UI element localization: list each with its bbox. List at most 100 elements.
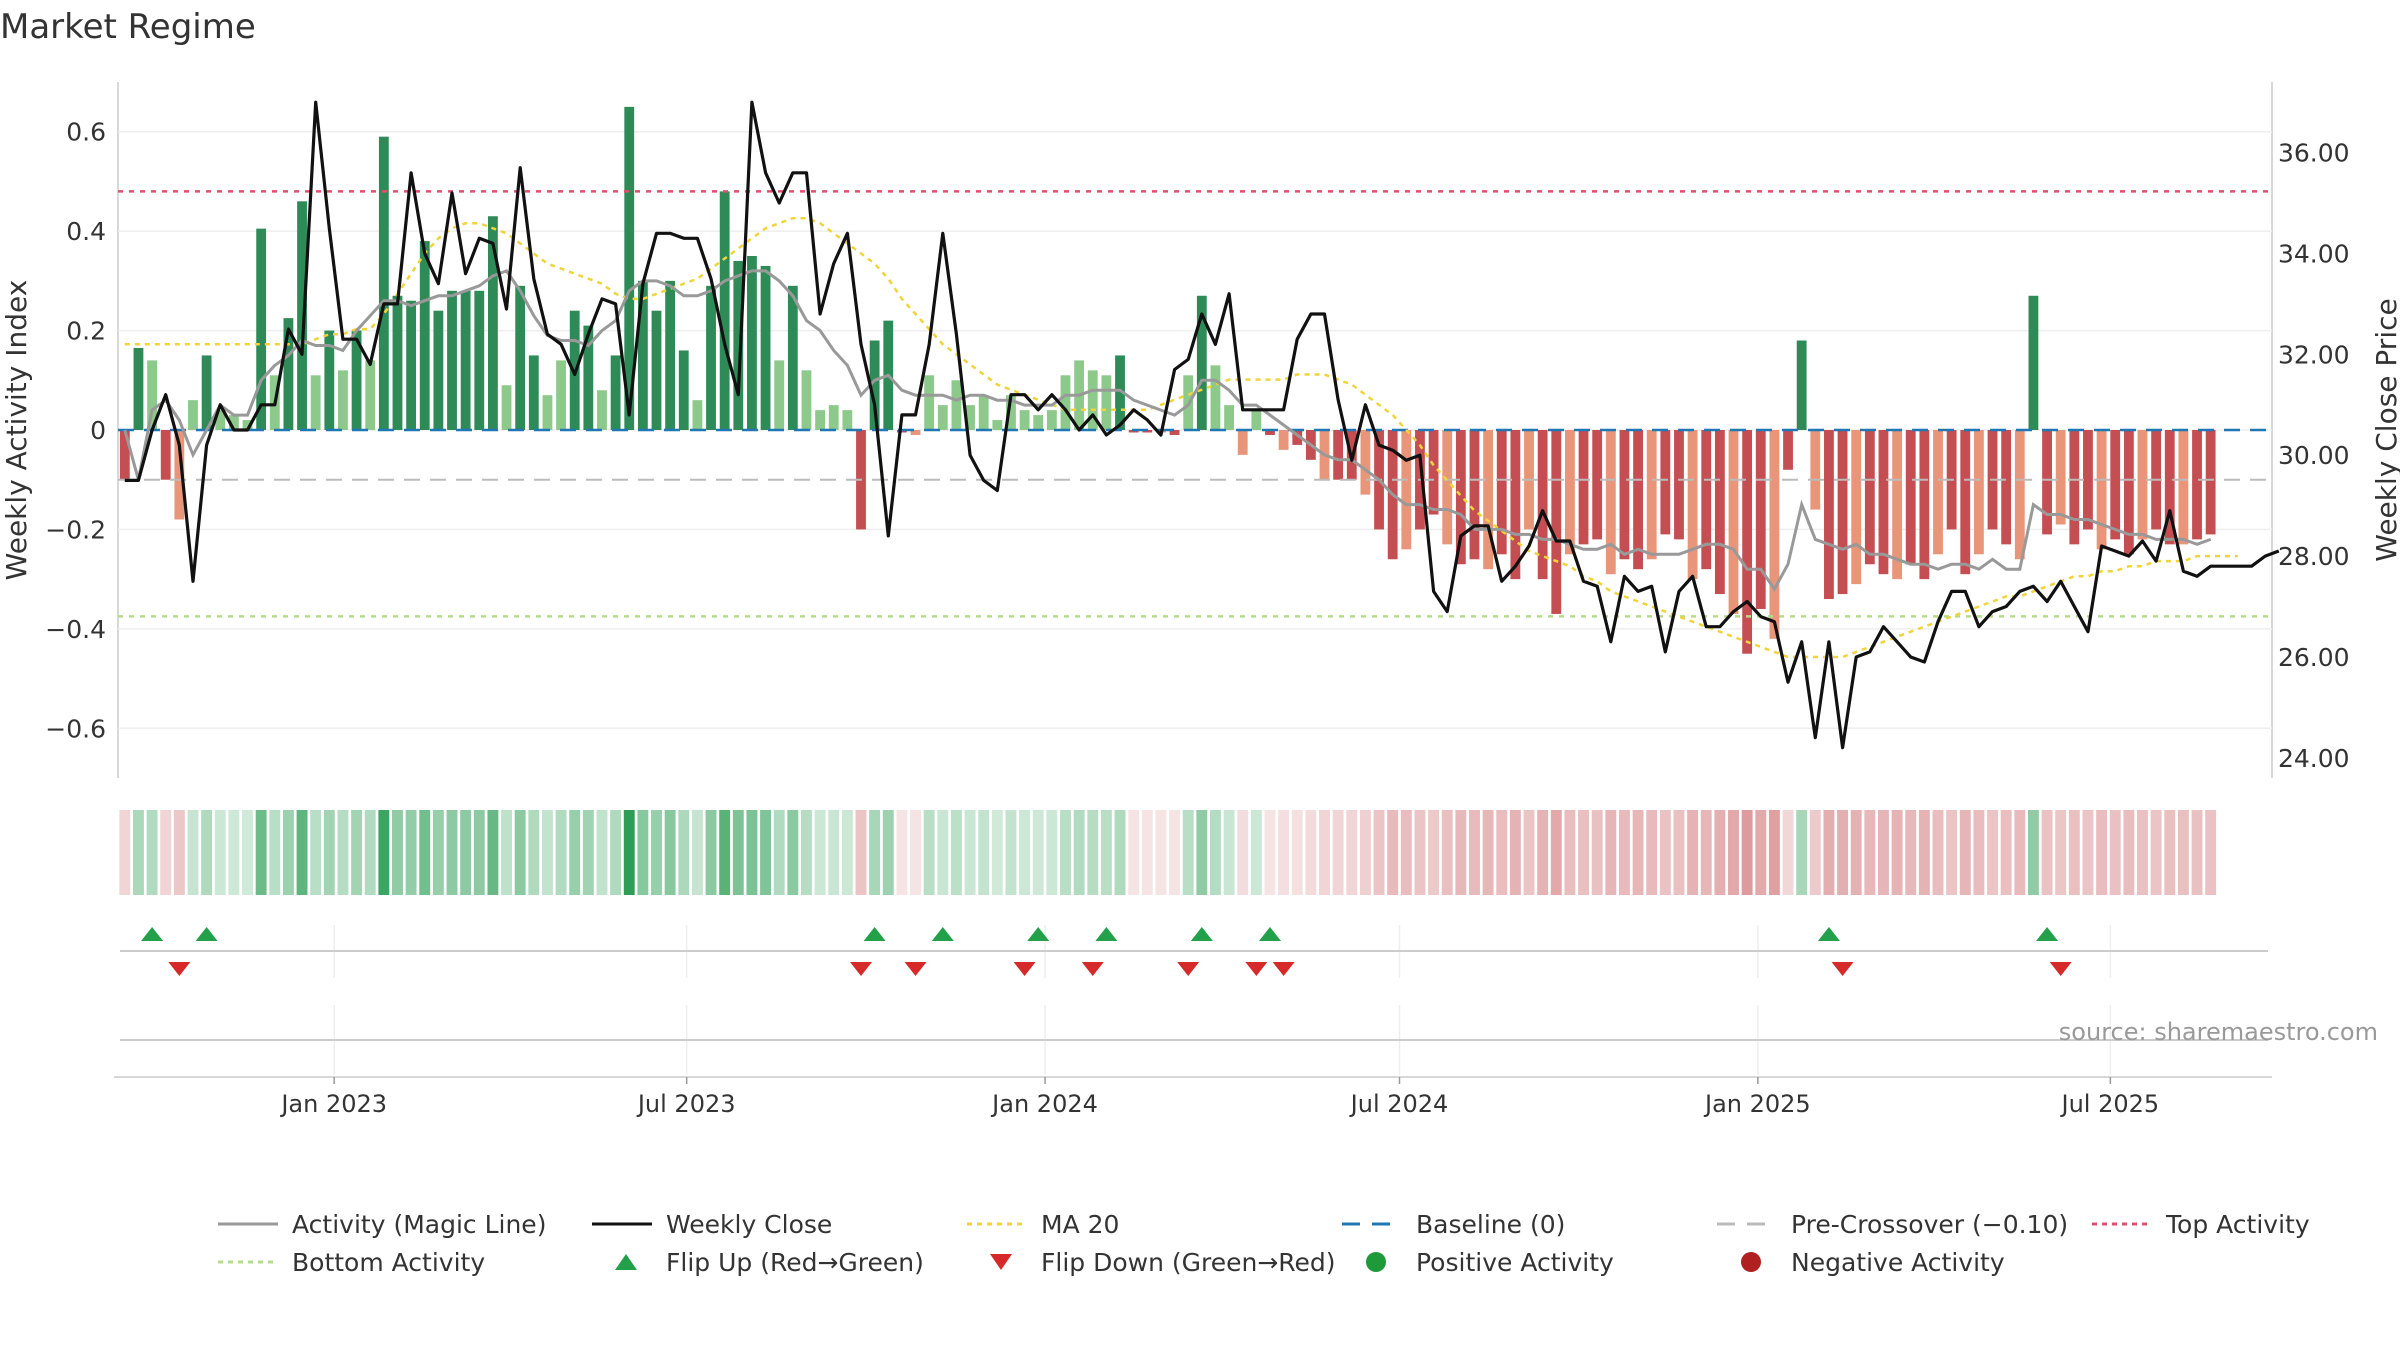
- heat-strip-cell: [2082, 810, 2094, 895]
- heat-strip-cell: [1618, 810, 1630, 895]
- activity-bar: [2178, 430, 2189, 545]
- heat-strip-cell: [1414, 810, 1426, 895]
- heat-strip-cell: [1455, 810, 1467, 895]
- heat-strip-cell: [828, 810, 840, 895]
- heat-strip-cell: [1373, 810, 1385, 895]
- flip-up-marker: [1817, 927, 1840, 941]
- activity-bar: [1742, 430, 1753, 654]
- activity-bar: [460, 290, 471, 430]
- heat-strip-cell: [1237, 810, 1249, 895]
- activity-bar: [1333, 430, 1344, 480]
- heat-strip-cell: [991, 810, 1003, 895]
- activity-bar: [1755, 430, 1766, 609]
- activity-bar: [2083, 430, 2093, 530]
- heat-strip-cell: [1918, 810, 1930, 895]
- activity-bar: [474, 290, 485, 430]
- activity-bar: [1701, 430, 1712, 570]
- heat-strip-cell: [446, 810, 458, 895]
- activity-bar: [1783, 430, 1793, 470]
- legend-item: MA 20: [967, 1210, 1119, 1239]
- activity-bar: [1864, 430, 1875, 565]
- legend-label: Baseline (0): [1416, 1210, 1565, 1239]
- heat-strip-cell: [923, 810, 935, 895]
- legend-label: Bottom Activity: [292, 1248, 485, 1277]
- heat-strip-cell: [1987, 810, 1998, 895]
- heat-strip-cell: [1264, 810, 1276, 895]
- heat-strip-cell: [1591, 810, 1603, 895]
- heat-strip-cell: [419, 810, 431, 895]
- activity-bar: [119, 430, 130, 480]
- heat-strip-cell: [937, 810, 949, 895]
- heat-strip-cell: [1128, 810, 1140, 895]
- heat-strip-cell: [1305, 810, 1317, 895]
- activity-bar: [760, 265, 771, 430]
- activity-bar: [787, 285, 798, 430]
- heat-strip-cell: [1469, 810, 1480, 895]
- legend-item: Pre-Crossover (−0.10): [1717, 1210, 2068, 1239]
- activity-bar: [556, 360, 566, 430]
- activity-bar: [2014, 430, 2025, 560]
- activity-bar: [1592, 430, 1603, 540]
- activity-bar: [1046, 410, 1057, 430]
- heat-strip-cell: [1482, 810, 1494, 895]
- y-tick-right: 26.00: [2278, 643, 2350, 672]
- activity-bar: [1265, 430, 1275, 435]
- heat-strip-cell: [1646, 810, 1658, 895]
- x-tick-label: Jan 2025: [1703, 1090, 1811, 1118]
- heat-strip-cell: [855, 810, 867, 895]
- flip-down-marker: [849, 962, 872, 976]
- heat-strip-cell: [2041, 810, 2053, 895]
- activity-bar: [228, 415, 239, 430]
- activity-bar: [2110, 430, 2121, 540]
- heat-strip-cell: [405, 810, 417, 895]
- activity-bar: [310, 375, 321, 430]
- heat-strip-cell: [269, 810, 281, 895]
- flip-down-marker: [1831, 962, 1854, 976]
- heat-strip-cell: [2191, 810, 2203, 895]
- heat-strip-cell: [173, 810, 185, 895]
- activity-bar: [610, 355, 621, 430]
- heat-strip-cell: [1578, 810, 1589, 895]
- heat-strip-cell: [1905, 810, 1917, 895]
- heat-strip-cell: [1564, 810, 1576, 895]
- heat-strip-cell: [528, 810, 540, 895]
- activity-bar: [815, 410, 826, 430]
- activity-bar: [1851, 430, 1862, 585]
- heat-strip-cell: [1700, 810, 1712, 895]
- heat-strip-cell: [1223, 810, 1235, 895]
- y-tick-right: 30.00: [2278, 441, 2350, 470]
- heat-strip-cell: [1605, 810, 1617, 895]
- heat-strip-cell: [978, 810, 990, 895]
- heat-strip-cell: [2027, 810, 2039, 895]
- activity-bar: [1619, 430, 1630, 560]
- activity-bar: [147, 360, 157, 430]
- heat-strip-cell: [132, 810, 144, 895]
- activity-bar: [1605, 430, 1616, 575]
- legend-swatch: [1741, 1252, 1761, 1272]
- activity-bar: [501, 385, 512, 430]
- heat-strip-cell: [1182, 810, 1194, 895]
- activity-bar: [406, 300, 417, 430]
- activity-bar: [1060, 375, 1071, 430]
- activity-bar: [1660, 430, 1671, 535]
- heat-strip-cell: [1346, 810, 1358, 895]
- activity-bar: [528, 355, 539, 430]
- activity-bar: [2164, 430, 2175, 545]
- y-axis-left-label: Weekly Activity Index: [0, 280, 33, 581]
- activity-bar: [2192, 430, 2202, 540]
- heat-strip-cell: [1032, 810, 1044, 895]
- legend-swatch: [615, 1254, 637, 1270]
- legend-label: Positive Activity: [1416, 1248, 1614, 1277]
- heat-strip-cell: [1509, 810, 1521, 895]
- heat-strip-cell: [1387, 810, 1399, 895]
- heat-strip-cell: [146, 810, 158, 895]
- activity-bar: [910, 430, 921, 435]
- activity-bar: [392, 295, 403, 430]
- heat-strip-cell: [1864, 810, 1876, 895]
- heat-strip-cell: [1005, 810, 1017, 895]
- activity-bar: [992, 420, 1003, 430]
- legend-item: Bottom Activity: [218, 1248, 485, 1277]
- activity-bar: [242, 420, 253, 430]
- heat-strip-cell: [432, 810, 444, 895]
- heat-strip-cell: [1114, 810, 1126, 895]
